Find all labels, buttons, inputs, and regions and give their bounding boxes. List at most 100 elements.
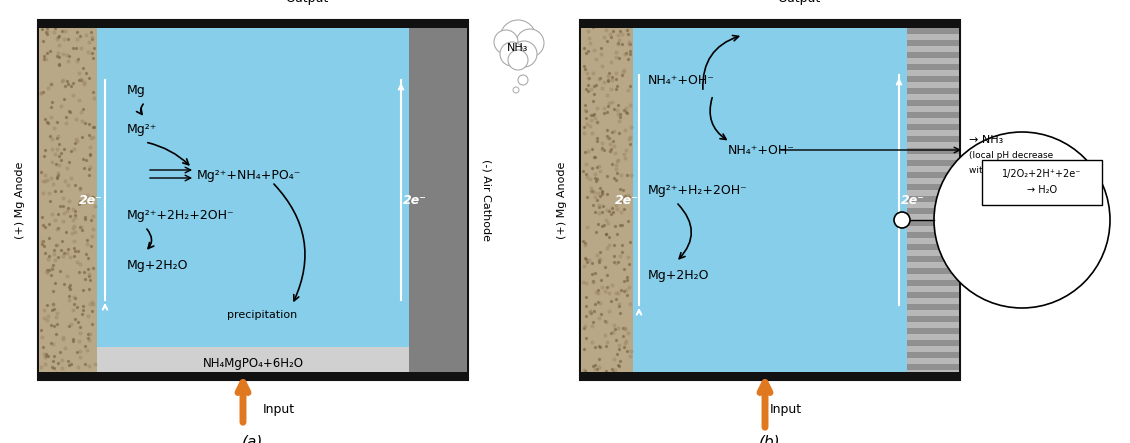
Point	[603, 281, 622, 288]
Point	[71, 77, 89, 84]
Point	[609, 259, 627, 266]
Point	[66, 252, 84, 259]
Point	[588, 163, 606, 170]
Point	[43, 266, 61, 273]
Point	[580, 371, 598, 378]
Point	[76, 268, 94, 275]
Point	[576, 115, 594, 122]
Point	[593, 145, 611, 152]
Point	[42, 81, 60, 88]
Point	[606, 241, 624, 249]
Point	[82, 321, 101, 328]
Point	[575, 324, 593, 331]
Point	[600, 233, 618, 241]
Bar	[907, 34, 959, 40]
Point	[620, 40, 638, 47]
Point	[49, 171, 67, 178]
Point	[67, 212, 85, 219]
Point	[590, 343, 608, 350]
Point	[617, 147, 635, 154]
Point	[33, 89, 51, 97]
Point	[612, 172, 631, 179]
Point	[43, 210, 61, 218]
Point	[72, 109, 90, 116]
Point	[586, 343, 605, 350]
Point	[600, 70, 618, 77]
Point	[622, 82, 640, 89]
Point	[615, 151, 633, 158]
Point	[600, 307, 618, 315]
Point	[593, 208, 611, 215]
Point	[59, 272, 77, 280]
Point	[594, 146, 612, 153]
Point	[622, 171, 640, 179]
Point	[584, 69, 602, 76]
Bar	[907, 178, 959, 184]
Point	[72, 44, 90, 51]
Point	[583, 145, 601, 152]
Point	[85, 54, 103, 61]
Point	[598, 172, 616, 179]
Bar	[581, 21, 633, 379]
Point	[55, 96, 73, 103]
Point	[60, 292, 78, 299]
Point	[607, 54, 625, 61]
Point	[47, 310, 66, 317]
Point	[602, 161, 620, 168]
Point	[80, 271, 98, 278]
Point	[49, 241, 67, 248]
Point	[41, 234, 59, 241]
Point	[619, 261, 637, 268]
Point	[591, 343, 609, 350]
Point	[55, 82, 73, 89]
Point	[73, 302, 92, 309]
Point	[603, 137, 622, 144]
Point	[609, 110, 627, 117]
Point	[597, 217, 615, 224]
Bar	[907, 154, 959, 160]
Point	[33, 238, 51, 245]
Point	[81, 144, 99, 151]
Point	[68, 35, 86, 43]
Point	[81, 151, 99, 158]
Point	[53, 218, 71, 225]
Point	[584, 23, 602, 30]
Point	[599, 338, 617, 345]
Point	[77, 31, 95, 38]
Point	[43, 306, 61, 313]
Point	[593, 85, 611, 92]
Point	[599, 219, 617, 226]
Point	[63, 230, 81, 237]
Point	[610, 342, 628, 349]
Point	[614, 221, 632, 228]
Point	[622, 133, 640, 140]
Point	[64, 244, 82, 251]
Point	[50, 32, 68, 39]
Point	[40, 221, 58, 228]
Text: Mg²⁺+H₂+2OH⁻: Mg²⁺+H₂+2OH⁻	[647, 183, 748, 197]
Point	[590, 204, 608, 211]
Point	[64, 44, 82, 51]
Text: Mg+2H₂O: Mg+2H₂O	[647, 268, 710, 281]
Point	[71, 184, 89, 191]
Point	[597, 342, 615, 349]
Point	[52, 187, 70, 194]
Point	[33, 333, 51, 340]
Point	[55, 210, 73, 217]
Point	[47, 175, 66, 182]
Point	[37, 268, 55, 276]
Point	[612, 30, 631, 37]
Point	[598, 271, 616, 278]
Point	[614, 186, 632, 193]
Point	[85, 133, 103, 140]
Point	[58, 52, 76, 59]
Point	[60, 284, 78, 291]
Point	[60, 323, 78, 330]
Point	[67, 228, 85, 235]
Text: 2e⁻: 2e⁻	[615, 194, 638, 206]
Point	[54, 194, 72, 201]
Point	[598, 190, 616, 198]
Point	[588, 289, 606, 296]
Point	[619, 217, 637, 224]
Point	[586, 82, 605, 89]
